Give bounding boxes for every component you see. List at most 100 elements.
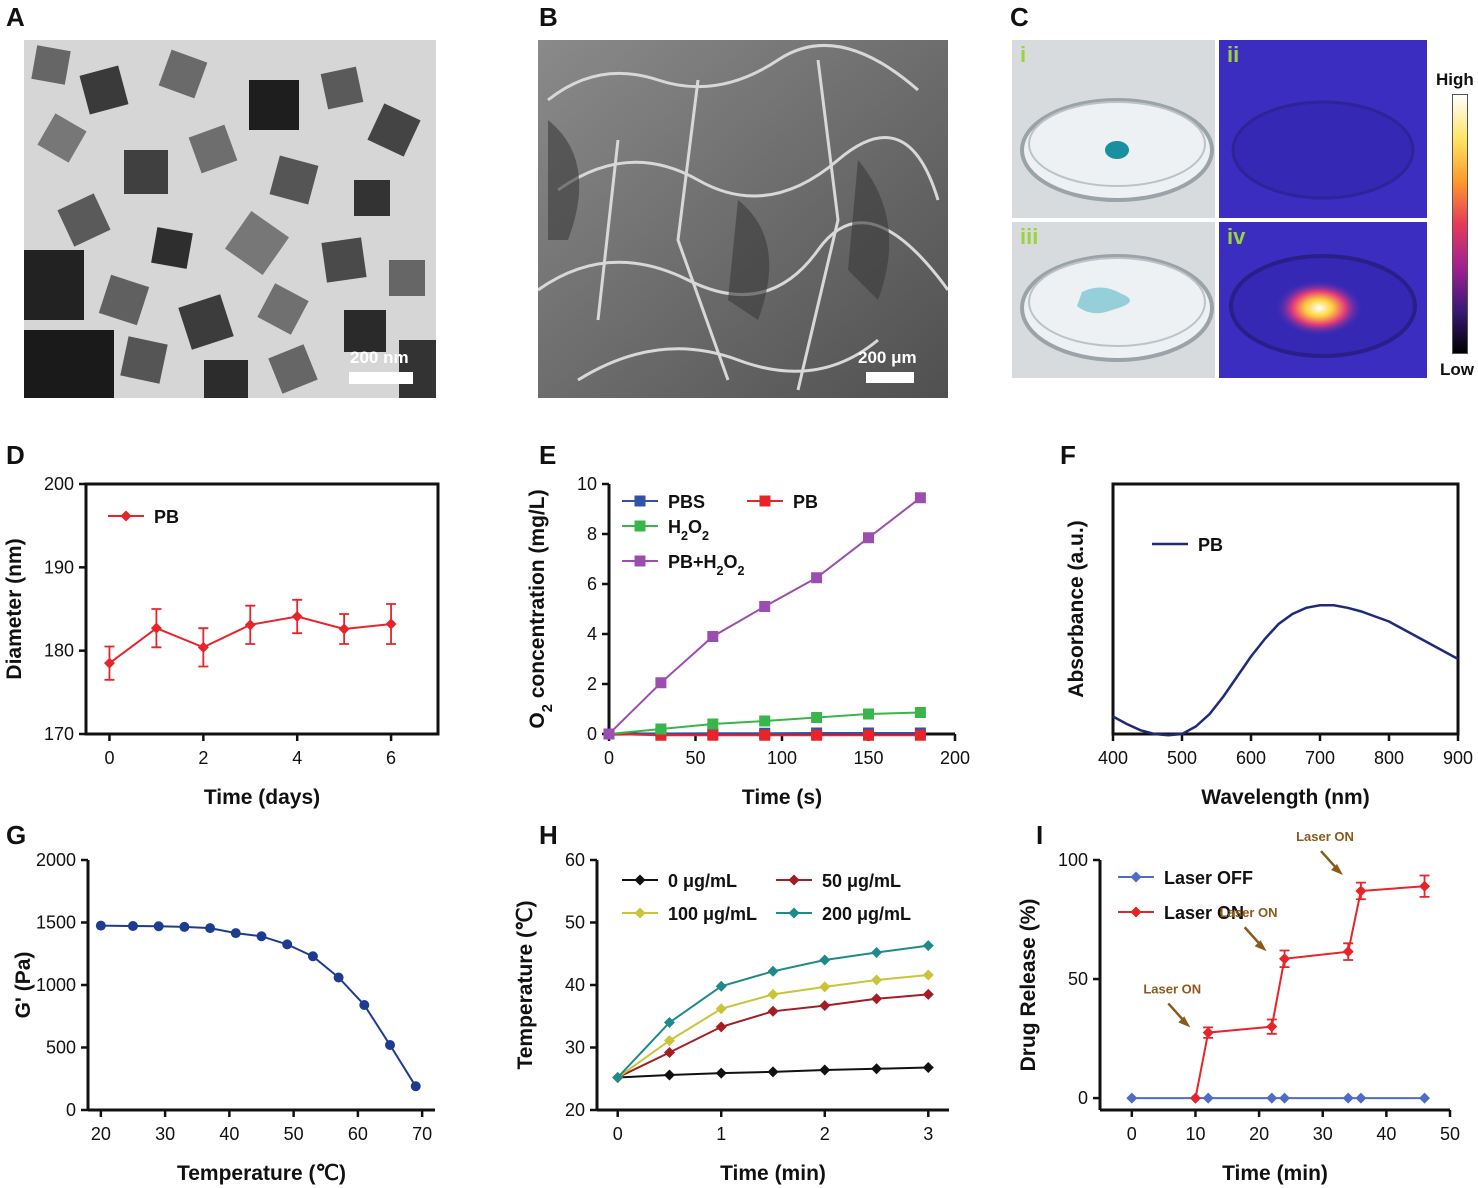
chart-i-data-point (1279, 1092, 1291, 1104)
chart-g-x-tick-label: 50 (284, 1124, 304, 1144)
chart-e-data-point (863, 708, 874, 720)
chart-d-data-point (244, 619, 256, 631)
chart-e-x-label: Time (s) (742, 786, 822, 809)
chart-h-data-point (663, 1035, 675, 1047)
chart-h-y-tick-label: 30 (565, 1038, 585, 1058)
chart-h-data-point (871, 974, 883, 986)
chart-e-data-point (863, 729, 874, 741)
chart-i-x-tick-label: 10 (1185, 1124, 1205, 1144)
chart-h-legend-label: 50 μg/mL (822, 871, 901, 891)
chart-d-data-point (338, 623, 350, 635)
chart-e-data-point (655, 729, 667, 741)
thermal-image-ii: ii (1219, 40, 1427, 218)
chart-e-y-tick-label: 2 (587, 674, 597, 694)
chart-i-y-label: Drug Release (%) (1017, 899, 1040, 1072)
chart-g-data-point (256, 931, 267, 942)
chart-e-data-point (759, 729, 771, 741)
sub-label-i: i (1020, 42, 1027, 67)
chart-i-data-point (1266, 1092, 1278, 1104)
chart-i-annotation-label: Laser ON (1143, 981, 1201, 996)
chart-g-x-tick-label: 40 (219, 1124, 239, 1144)
chart-i-data-point (1202, 1092, 1214, 1104)
chart-d-legend-marker (120, 510, 132, 522)
chart-e-x-tick-label: 200 (940, 748, 970, 768)
chart-g-x-tick-label: 30 (155, 1124, 175, 1144)
petri-dish-iii (1020, 254, 1214, 362)
chart-h-data-point (922, 1062, 934, 1073)
chart-h-x-tick-label: 1 (716, 1124, 726, 1144)
chart-f-legend-label: PB (1198, 535, 1223, 555)
chart-f-y-label: Absorbance (a.u.) (1065, 520, 1088, 697)
chart-h-data-point (767, 988, 779, 1000)
chart-h-data-point (819, 1064, 831, 1076)
panel-label-g: G (6, 820, 27, 850)
thermal-colorbar (1452, 94, 1468, 354)
chart-g-x-tick-label: 60 (348, 1124, 368, 1144)
chart-d-y-tick-label: 200 (44, 474, 74, 494)
chart-e-x-tick-label: 50 (685, 748, 705, 768)
chart-d-data-point (103, 657, 115, 669)
chart-e-x-tick-label: 0 (604, 748, 614, 768)
chart-i-data-point (1266, 1021, 1278, 1033)
chart-h-y-tick-label: 50 (565, 913, 585, 933)
panel-label-f: F (1060, 440, 1076, 470)
chart-h-data-point (663, 1069, 675, 1081)
chart-e-y-label: O2 concentration (mg/L) (526, 489, 556, 728)
chart-i-data-point (1355, 1092, 1367, 1104)
chart-d-x-tick-label: 2 (198, 748, 208, 768)
chart-h-data-point (663, 1017, 675, 1028)
chart-g-data-point (359, 1000, 370, 1010)
chart-h-data-point (819, 981, 831, 993)
chart-g-data-point (282, 939, 293, 950)
petri-photo-i: i (1012, 40, 1215, 218)
chart-g-y-tick-label: 1500 (36, 913, 76, 933)
chart-g-y-tick-label: 1000 (36, 975, 76, 995)
chart-d-x-tick-label: 0 (104, 748, 114, 768)
chart-d-data-point (150, 622, 162, 634)
chart-h-data-point (715, 1003, 727, 1015)
chart-i-data-point (1279, 953, 1291, 965)
chart-e-data-point (914, 707, 926, 718)
panel-label-a: A (6, 2, 25, 32)
chart-h-y-label: Temperature (℃) (514, 900, 537, 1069)
sub-label-ii: ii (1227, 42, 1240, 67)
chart-d-frame (84, 482, 440, 736)
chart-i-x-tick-label: 40 (1376, 1124, 1396, 1144)
chart-e-data-point (707, 729, 719, 741)
chart-d-legend-label: PB (154, 507, 179, 527)
sem-image: 200 μm (538, 40, 948, 398)
chart-h-legend-label: 200 μg/mL (822, 904, 911, 924)
chart-h-data-point (819, 954, 831, 966)
chart-d-x-tick-label: 4 (292, 748, 302, 768)
chart-i-annotation-arrowhead (1331, 864, 1343, 876)
panel-label-d: D (6, 440, 25, 470)
chart-g-y-tick-label: 500 (46, 1038, 76, 1058)
chart-i-legend-label: Laser ON (1164, 903, 1244, 923)
chart-g-data-point (205, 923, 216, 934)
chart-h-data-point (663, 1047, 675, 1058)
chart-h-legend-label: 0 μg/mL (668, 871, 737, 891)
tem-scale-label: 200 nm (350, 348, 409, 367)
colorbar-high-label: High (1436, 70, 1474, 89)
chart-i-data-point (1202, 1027, 1214, 1039)
colorbar-low-label: Low (1440, 360, 1474, 379)
chart-i-data-point (1355, 885, 1367, 897)
chart-d-data-point (197, 641, 209, 653)
panel-label-h: H (539, 820, 558, 850)
panel-label-i: I (1036, 820, 1044, 850)
chart-e-data-point (811, 572, 823, 584)
petri-dish-i (1020, 98, 1214, 202)
chart-h-data-point (819, 1000, 831, 1012)
chart-f-series-line (1112, 604, 1459, 737)
chart-h-data-point (767, 1066, 779, 1078)
chart-d-data-point (385, 618, 397, 630)
panel-label-c: C (1010, 2, 1029, 32)
thermal-dish-ii (1231, 100, 1415, 200)
chart-h-data-point (715, 1067, 727, 1079)
chart-f-frame (1111, 482, 1460, 736)
chart-e-data-point (759, 715, 771, 727)
chart-g-data-point (230, 928, 241, 939)
sem-texture (538, 40, 948, 398)
chart-g-y-label: G' (Pa) (12, 952, 35, 1019)
